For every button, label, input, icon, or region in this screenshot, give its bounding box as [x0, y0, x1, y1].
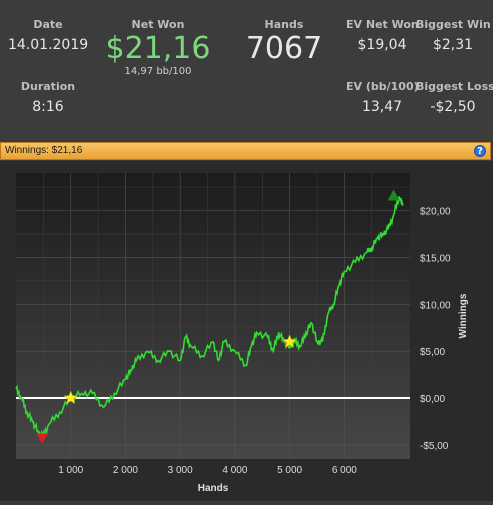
star-marker-icon: [282, 334, 297, 349]
x-tick-label: 5 000: [277, 465, 302, 476]
duration-value: 8:16: [32, 99, 64, 115]
net-won-stat: Net Won $21,16 14,97 bb/100: [100, 18, 216, 77]
hands-label: Hands: [264, 18, 304, 31]
ev-net-won-label: EV Net Won: [346, 18, 419, 31]
x-tick-label: 4 000: [222, 465, 247, 476]
star-marker-icon: [63, 390, 79, 405]
y-tick-label: $5,00: [420, 347, 445, 358]
stats-panel: Date 14.01.2019 Duration 8:16 Net Won $2…: [0, 0, 493, 140]
hands-value: 7067: [245, 31, 323, 66]
winnings-chart-svg: 1 000 2 000 3 000 4 000 5 000 6 000 -$5,00 $0,…: [15, 173, 469, 494]
y-axis: -$5,00 $0,00 $5,00 $10,00 $15,00 $20,00: [420, 207, 451, 452]
duration-stat: Duration 8:16: [8, 80, 88, 115]
x-tick-label: 2 000: [113, 465, 138, 476]
x-axis-label: Hands: [198, 483, 229, 494]
biggest-loss-label: Biggest Loss: [416, 80, 493, 93]
biggest-loss-value: -$2,50: [430, 99, 476, 115]
date-value: 14.01.2019: [8, 37, 89, 53]
ev-net-won-stat: EV Net Won $19,04: [346, 18, 419, 53]
y-tick-label: -$5,00: [420, 441, 449, 452]
ev-bb100-value: 13,47: [361, 99, 403, 115]
hands-stat: Hands 7067: [236, 18, 332, 66]
x-tick-label: 1 000: [58, 465, 83, 476]
winnings-panel-title: Winnings: $21,16: [5, 145, 83, 156]
date-stat: Date 14.01.2019: [8, 18, 88, 53]
grid-lines: [16, 173, 410, 459]
y-tick-label: $20,00: [420, 207, 451, 218]
date-label: Date: [33, 18, 63, 31]
duration-label: Duration: [20, 80, 76, 93]
ev-bb100-label: EV (bb/100): [346, 80, 419, 93]
ev-net-won-value: $19,04: [357, 37, 407, 53]
biggest-loss-stat: Biggest Loss -$2,50: [416, 80, 493, 115]
y-tick-label: $0,00: [420, 394, 445, 405]
markers: [36, 189, 400, 444]
min-marker-icon: [36, 433, 49, 444]
winnings-panel-header: Winnings: $21,16 ?: [0, 142, 491, 160]
max-marker-icon: [387, 189, 400, 201]
winnings-chart: 1 000 2 000 3 000 4 000 5 000 6 000 -$5,00 $0,…: [0, 161, 493, 501]
winnings-line: [15, 196, 404, 438]
x-tick-label: 3 000: [168, 465, 193, 476]
biggest-win-value: $2,31: [432, 37, 474, 53]
x-axis: 1 000 2 000 3 000 4 000 5 000 6 000: [58, 465, 357, 476]
x-tick-label: 6 000: [332, 465, 357, 476]
ev-bb100-stat: EV (bb/100) 13,47: [346, 80, 419, 115]
net-won-value: $21,16: [105, 31, 211, 66]
help-icon[interactable]: ?: [474, 145, 486, 157]
net-won-bb100: 14,97 bb/100: [124, 66, 192, 77]
y-tick-label: $15,00: [420, 253, 451, 264]
plot-area: [16, 173, 410, 459]
biggest-win-label: Biggest Win: [416, 18, 491, 31]
y-tick-label: $10,00: [420, 300, 451, 311]
y-axis-label: Winnings: [458, 293, 469, 338]
biggest-win-stat: Biggest Win $2,31: [416, 18, 491, 53]
net-won-label: Net Won: [131, 18, 185, 31]
